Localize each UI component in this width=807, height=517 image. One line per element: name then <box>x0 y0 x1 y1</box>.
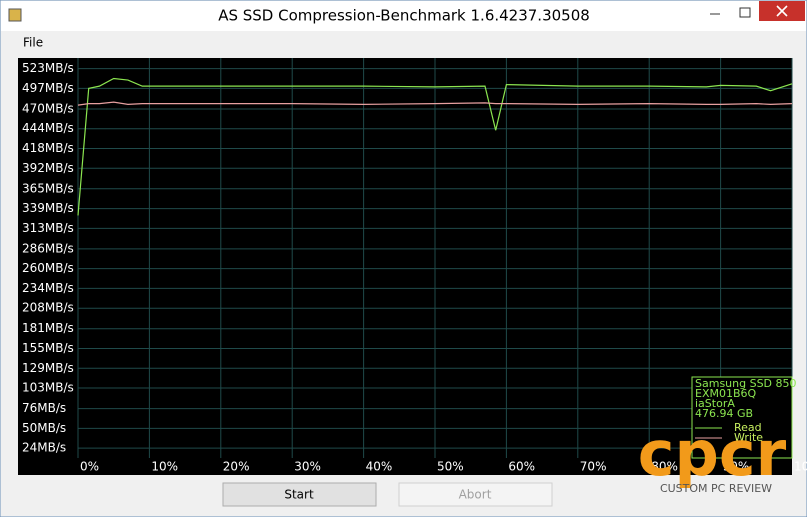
y-tick-label: 339MB/s <box>22 201 74 215</box>
device-info: EXM01B6Q <box>695 387 757 400</box>
data-line <box>77 77 793 216</box>
legend-label: Write <box>734 431 763 444</box>
device-info: Samsung SSD 850 <box>695 377 797 390</box>
y-tick-label: 260MB/s <box>22 261 74 275</box>
y-tick-label: 523MB/s <box>22 61 74 75</box>
device-info: 476.94 GB <box>695 407 753 420</box>
y-tick-label: 365MB/s <box>22 181 74 195</box>
y-tick-label: 497MB/s <box>22 81 74 95</box>
start-button[interactable] <box>222 482 377 507</box>
y-tick-label: 129MB/s <box>22 361 74 375</box>
y-tick-label: 313MB/s <box>22 221 74 235</box>
x-tick-label: 80% <box>651 460 678 474</box>
app-icon <box>8 8 22 22</box>
data-line <box>77 101 793 106</box>
y-tick-label: 181MB/s <box>22 321 74 335</box>
abort-button[interactable] <box>398 482 553 507</box>
window-title: AS SSD Compression-Benchmark 1.6.4237.30… <box>218 7 590 25</box>
title-bar <box>1 1 806 31</box>
legend-box <box>691 376 793 459</box>
y-tick-label: 208MB/s <box>22 301 74 315</box>
x-tick-label: 70% <box>580 460 607 474</box>
x-tick-label: 40% <box>366 460 393 474</box>
watermark-text: CUSTOM PC REVIEW <box>660 482 772 495</box>
x-tick-label: 10% <box>151 460 178 474</box>
y-tick-label: 470MB/s <box>22 101 74 115</box>
start-button-label[interactable]: Start <box>284 488 314 502</box>
y-tick-label: 392MB/s <box>22 161 74 175</box>
x-tick-label: 50% <box>437 460 464 474</box>
y-tick-label: 50MB/s <box>22 421 66 435</box>
y-tick-label: 155MB/s <box>22 341 74 355</box>
y-tick-label: 234MB/s <box>22 281 74 295</box>
x-tick-label: 100% <box>794 460 807 474</box>
y-tick-label: 286MB/s <box>22 241 74 255</box>
legend-label: Read <box>734 421 762 434</box>
chart: 24MB/s 50MB/s 76MB/s 103MB/s 129MB/s 155MB/s 1… <box>22 58 807 474</box>
device-info: iaStorA <box>695 397 735 410</box>
y-tick-label: 444MB/s <box>22 121 74 135</box>
x-tick-label: 90% <box>723 460 750 474</box>
y-tick-label: 76MB/s <box>22 401 66 415</box>
y-tick-label: 103MB/s <box>22 381 74 395</box>
chart-background <box>18 58 792 475</box>
x-tick-label: 0% <box>80 460 99 474</box>
x-tick-label: 20% <box>223 460 250 474</box>
x-tick-label: 60% <box>508 460 535 474</box>
y-tick-label: 24MB/s <box>22 441 66 455</box>
maximize-button[interactable] <box>739 7 751 18</box>
menu-item[interactable]: File <box>23 36 43 50</box>
watermark-logo: cpcr <box>638 417 787 490</box>
x-tick-label: 30% <box>294 460 321 474</box>
y-tick-label: 418MB/s <box>22 141 74 155</box>
close-icon <box>776 5 788 17</box>
abort-button-label[interactable]: Abort <box>459 488 492 502</box>
